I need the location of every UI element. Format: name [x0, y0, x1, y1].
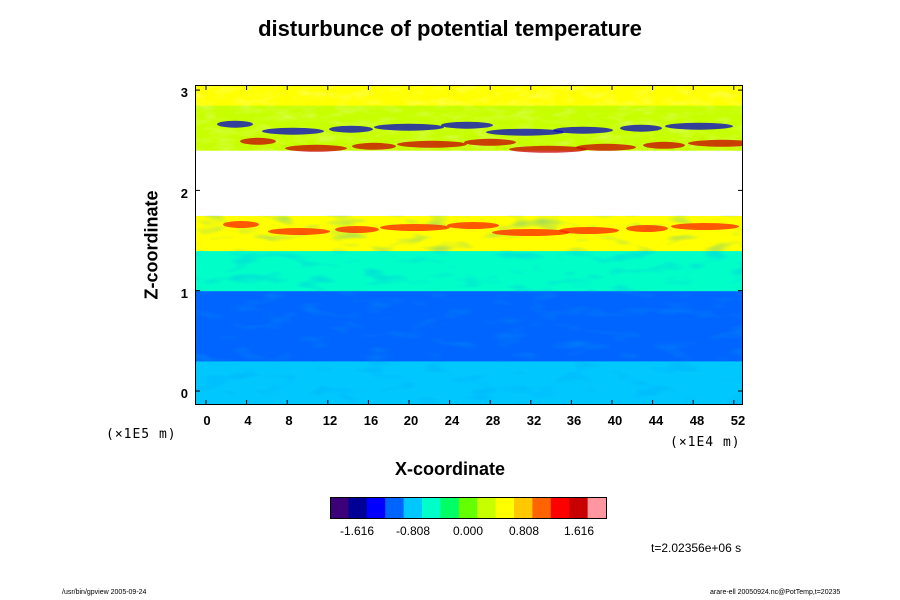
z-tick-label: 3 — [180, 85, 188, 100]
field-streak — [559, 227, 619, 234]
time-stamp: t=2.02356e+06 s — [651, 541, 742, 555]
heatmap-plot — [195, 85, 743, 405]
colorbar-cell — [458, 497, 478, 519]
x-tick-label: 52 — [730, 413, 746, 428]
colorbar — [330, 497, 607, 519]
y-axis-label: Z-coordinate — [141, 190, 162, 300]
colorbar-cell — [348, 497, 368, 519]
field-streak — [329, 125, 373, 133]
field-streak — [492, 229, 570, 236]
field-streak — [688, 139, 743, 147]
x-tick-label: 36 — [566, 413, 582, 428]
colorbar-cell — [532, 497, 552, 519]
x-tick-label: 8 — [285, 413, 293, 428]
x-tick-label: 24 — [444, 413, 460, 428]
plot-frame — [195, 85, 743, 405]
field-streak — [374, 123, 444, 131]
field-streak — [671, 223, 739, 230]
field-streak — [626, 225, 668, 232]
field-streak — [464, 138, 516, 146]
field-streak — [217, 120, 253, 128]
field-streak — [223, 221, 259, 228]
colorbar-tick-label: -0.808 — [395, 524, 431, 538]
field-streak — [509, 145, 587, 153]
field-streak — [285, 144, 347, 152]
colorbar-cell — [514, 497, 533, 519]
colorbar-tick-label: 0.000 — [452, 524, 484, 538]
field-streak — [352, 142, 396, 150]
x-tick-label: 12 — [322, 413, 338, 428]
field-streak — [380, 224, 450, 231]
colorbar-cell — [366, 497, 386, 519]
x-tick-label: 20 — [403, 413, 419, 428]
colorbar-cell — [587, 497, 607, 519]
x-tick-label: 48 — [689, 413, 705, 428]
x-tick-label: 4 — [244, 413, 252, 428]
field-band — [195, 150, 743, 216]
colorbar-tick-label: 0.808 — [508, 524, 540, 538]
z-unit-label: (×1E5 m) — [106, 427, 177, 442]
colorbar-cell — [422, 497, 441, 519]
z-tick-label: 2 — [180, 186, 188, 201]
footer-right: arare-ell 20050924.nc@PotTemp,t=20235 — [710, 589, 841, 596]
x-tick-label: 16 — [363, 413, 379, 428]
field-streak — [620, 124, 662, 132]
z-tick-label: 1 — [180, 286, 188, 301]
colorbar-cell — [569, 497, 589, 519]
turbulence-texture — [195, 85, 743, 151]
x-tick-label: 44 — [648, 413, 664, 428]
colorbar-cell — [550, 497, 570, 519]
turbulence-texture — [195, 215, 743, 405]
field-streak — [441, 121, 493, 129]
x-tick-label: 32 — [526, 413, 542, 428]
colorbar-cell — [385, 497, 405, 519]
field-streak — [268, 228, 330, 235]
colorbar-cell — [403, 497, 423, 519]
x-tick-label: 40 — [607, 413, 623, 428]
colorbar-cell — [495, 497, 515, 519]
field-streak — [447, 222, 499, 229]
z-tick-label: 0 — [180, 386, 188, 401]
colorbar-cell — [330, 497, 349, 519]
colorbar-tick-label: -1.616 — [339, 524, 375, 538]
x-unit-label: (×1E4 m) — [670, 435, 741, 450]
x-axis-label: X-coordinate — [394, 459, 505, 479]
x-tick-label: 0 — [203, 413, 211, 428]
colorbar-cell — [477, 497, 497, 519]
field-streak — [397, 140, 467, 148]
field-streak — [335, 226, 379, 233]
field-streak — [262, 127, 324, 135]
field-streak — [553, 126, 613, 134]
field-streak — [240, 137, 276, 145]
field-streak — [643, 141, 685, 149]
field-streak — [486, 128, 564, 136]
colorbar-tick-label: 1.616 — [563, 524, 595, 538]
colorbar-cell — [440, 497, 460, 519]
field-streak — [576, 143, 636, 151]
chart-title: disturbunce of potential temperature — [258, 16, 642, 41]
footer-left: /usr/bin/gpview 2005-09-24 — [62, 589, 147, 596]
field-streak — [665, 122, 733, 130]
x-tick-label: 28 — [485, 413, 501, 428]
